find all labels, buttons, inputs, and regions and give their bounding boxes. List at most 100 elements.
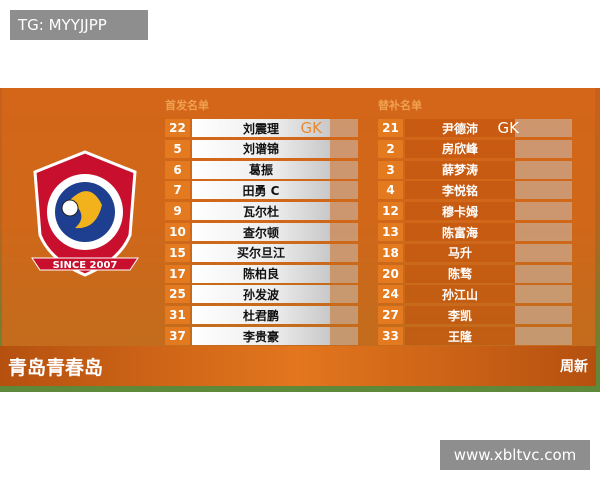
player-name: 薛梦涛 (405, 160, 515, 179)
starter-row: 9 瓦尔杜 (165, 202, 358, 221)
stat-cell (330, 264, 358, 283)
player-name: 王隆 (405, 327, 515, 345)
sub-row: 3 薛梦涛 (378, 160, 572, 179)
sub-row: 21 尹德沛 GK (378, 119, 572, 137)
stat-cell (330, 181, 358, 200)
player-name-text: 孙发波 (242, 287, 279, 302)
starter-row: 6 葛振 (165, 160, 358, 179)
team-name: 青岛青春岛 (8, 356, 104, 379)
player-number: 13 (378, 223, 403, 241)
position-badge: GK (300, 119, 322, 137)
sub-row: 24 孙江山 (378, 285, 572, 304)
stat-cell (330, 243, 358, 262)
player-name-text: 查尔顿 (242, 225, 279, 240)
stat-cell (515, 181, 572, 200)
player-name-text: 陈骛 (447, 267, 472, 282)
stat-cell (515, 327, 572, 345)
player-name: 刘震理 GK (192, 119, 330, 137)
player-name-text: 薛梦涛 (441, 163, 478, 178)
stat-cell (515, 306, 572, 325)
stat-cell (515, 264, 572, 283)
player-name-text: 李悦铭 (441, 183, 478, 198)
player-name: 田勇 C (192, 181, 330, 200)
lineup-board: 首发名单 替补名单 22 刘震理 GK 5 刘谱锦 6 葛振 7 田勇 C 9 瓦尔杜 10… (0, 88, 600, 392)
player-name-text: 陈柏良 (242, 267, 279, 282)
stat-cell (330, 223, 358, 241)
player-number: 18 (378, 243, 403, 262)
player-name: 查尔顿 (192, 223, 330, 241)
stat-cell (515, 243, 572, 262)
sub-row: 33 王隆 (378, 327, 572, 345)
starter-row: 5 刘谱锦 (165, 139, 358, 158)
stat-cell (330, 327, 358, 345)
starter-row: 37 李贵豪 (165, 327, 358, 345)
player-name: 孙发波 (192, 285, 330, 304)
sub-row: 12 穆卡姆 (378, 202, 572, 221)
stat-cell (330, 139, 358, 158)
player-name: 刘谱锦 (192, 139, 330, 158)
player-name-text: 杜君鹏 (242, 308, 279, 323)
player-name: 葛振 (192, 160, 330, 179)
player-name-text: 孙江山 (441, 287, 478, 302)
player-name: 李凯 (405, 306, 515, 325)
stat-cell (330, 285, 358, 304)
player-number: 33 (378, 327, 403, 345)
player-name-text: 李贵豪 (242, 329, 279, 344)
player-number: 6 (165, 160, 190, 179)
stat-cell (515, 119, 572, 137)
player-name: 瓦尔杜 (192, 202, 330, 221)
watermark-top: TG: MYYJJPP (10, 10, 148, 40)
player-name: 房欣峰 (405, 139, 515, 158)
player-name: 穆卡姆 (405, 202, 515, 221)
stat-cell (515, 285, 572, 304)
stat-cell (330, 202, 358, 221)
player-number: 12 (378, 202, 403, 221)
player-name-text: 房欣峰 (441, 142, 478, 157)
player-name: 李贵豪 (192, 327, 330, 345)
lineup-panel: 首发名单 替补名单 22 刘震理 GK 5 刘谱锦 6 葛振 7 田勇 C 9 瓦尔杜 10… (2, 88, 595, 346)
watermark-bottom: www.xbltvc.com (440, 440, 590, 470)
player-number: 22 (165, 119, 190, 137)
starter-row: 25 孙发波 (165, 285, 358, 304)
player-name-text: 刘震理 (242, 121, 279, 136)
player-name-text: 尹德沛 (441, 121, 478, 136)
sub-row: 20 陈骛 (378, 264, 572, 283)
sub-row: 27 李凯 (378, 306, 572, 325)
sub-row: 13 陈富海 (378, 223, 572, 241)
stat-cell (330, 119, 358, 137)
player-name: 陈柏良 (192, 264, 330, 283)
player-name-text: 穆卡姆 (441, 204, 478, 219)
player-number: 3 (378, 160, 403, 179)
starters-heading: 首发名单 (165, 99, 209, 112)
player-name: 买尔旦江 (192, 243, 330, 262)
player-name-text: 马升 (447, 246, 472, 261)
sub-row: 4 李悦铭 (378, 181, 572, 200)
player-name-text: 买尔旦江 (236, 246, 285, 261)
player-name-text: 李凯 (447, 308, 472, 323)
coach-name: 周新 (560, 359, 588, 375)
player-name: 陈富海 (405, 223, 515, 241)
player-name: 尹德沛 GK (405, 119, 519, 137)
player-number: 17 (165, 264, 190, 283)
subs-heading: 替补名单 (378, 99, 422, 112)
team-bar: 青岛青春岛 周新 (0, 346, 596, 386)
stat-cell (330, 306, 358, 325)
player-number: 31 (165, 306, 190, 325)
starter-row: 15 买尔旦江 (165, 243, 358, 262)
player-number: 27 (378, 306, 403, 325)
starter-row: 10 查尔顿 (165, 223, 358, 241)
player-number: 10 (165, 223, 190, 241)
stat-cell (330, 160, 358, 179)
starter-row: 22 刘震理 GK (165, 119, 358, 137)
player-name: 李悦铭 (405, 181, 515, 200)
player-number: 24 (378, 285, 403, 304)
player-number: 20 (378, 264, 403, 283)
stat-cell (515, 223, 572, 241)
player-name-text: 陈富海 (441, 225, 478, 240)
club-logo: SINCE 2007 (31, 150, 139, 277)
player-name-text: 葛振 (248, 163, 273, 178)
sub-row: 2 房欣峰 (378, 139, 572, 158)
logo-text: SINCE 2007 (53, 260, 118, 271)
player-number: 37 (165, 327, 190, 345)
player-number: 7 (165, 181, 190, 200)
